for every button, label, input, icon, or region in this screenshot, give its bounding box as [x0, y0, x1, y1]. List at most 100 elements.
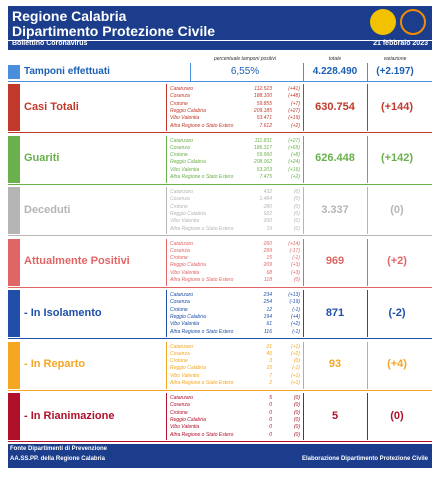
separator — [367, 187, 368, 234]
region-change: (0) — [293, 225, 300, 232]
region-value: 922 — [263, 210, 272, 217]
region-value: 116 — [264, 328, 272, 335]
region-value: 280 — [263, 203, 272, 210]
region-value: 21 — [266, 343, 272, 350]
region-value: 0 — [269, 424, 272, 431]
column-header: variazione — [383, 56, 407, 62]
separator — [8, 81, 432, 82]
bulletin: Bollettino Coronavirus — [12, 40, 88, 47]
separator — [303, 393, 304, 440]
color-bar — [8, 187, 20, 234]
region-change: (+1) — [290, 372, 300, 379]
region-name: Cosenza — [170, 144, 190, 151]
separator — [367, 63, 368, 81]
region-name: Reggio Calabria — [170, 262, 206, 269]
separator — [8, 441, 432, 442]
region-name: Vibo Valentia — [170, 321, 200, 328]
separator — [303, 341, 304, 389]
region-name: Crotone — [170, 306, 188, 313]
region-value: 53.203 — [256, 166, 272, 173]
separator — [303, 187, 304, 234]
percent: 6,55% — [230, 66, 260, 77]
footer-bar — [8, 444, 432, 468]
total: 5 — [331, 409, 339, 422]
region-value: 209 — [263, 262, 272, 269]
title: Regione Calabria — [12, 8, 127, 24]
region-name: Catanzaro — [170, 395, 194, 401]
region-name: Vibo Valentia — [170, 166, 200, 173]
region-change: (+3) — [290, 262, 300, 269]
section-label: - In Rianimazione — [24, 409, 115, 422]
region-value: 0 — [269, 431, 272, 438]
region-change: (+41) — [288, 86, 300, 92]
region-value: 0 — [269, 409, 272, 416]
region-name: Catanzaro — [170, 189, 194, 195]
separator — [303, 238, 304, 286]
region-change: (+14) — [288, 240, 300, 247]
region-value: 209.185 — [253, 107, 272, 114]
region-value: 7.475 — [259, 174, 272, 180]
region-value: 2 — [269, 380, 272, 386]
region-change: (+2) — [290, 350, 300, 357]
subheader-bar — [8, 40, 432, 50]
region-value: 260 — [263, 240, 272, 247]
region-value: 188.100 — [253, 93, 272, 100]
region-name: Cosenza — [170, 350, 190, 357]
region-name: Vibo Valentia — [170, 115, 200, 122]
region-value: 200 — [263, 218, 272, 225]
total: 4.228.490 — [312, 66, 358, 77]
region-value: 53.471 — [256, 115, 272, 122]
total: 630.754 — [315, 100, 355, 113]
footer-source: AA.SS.PP. della Regione Calabria — [10, 456, 105, 462]
color-bar — [8, 393, 20, 440]
region-change: (0) — [293, 218, 300, 225]
region-change: (0) — [293, 358, 300, 365]
section-label: - In Reparto — [24, 358, 86, 370]
region-change: (0) — [293, 189, 300, 195]
color-bar — [8, 341, 20, 389]
region-value: 59.560 — [256, 152, 272, 159]
region-name: Vibo Valentia — [170, 218, 200, 225]
separator — [367, 135, 368, 183]
region-value: 59.855 — [256, 100, 272, 107]
section-label: Deceduti — [24, 203, 71, 216]
region-value: 15 — [266, 365, 272, 372]
total: 93 — [328, 358, 342, 370]
change: (+142) — [380, 152, 414, 164]
section-label: Attualmente Positivi — [24, 255, 130, 267]
region-change: (+13) — [288, 292, 300, 298]
region-name: Crotone — [170, 203, 188, 210]
change: (+144) — [380, 100, 414, 113]
region-value: 61 — [266, 321, 272, 328]
date: 21 febbraio 2023 — [373, 40, 428, 47]
change: (-2) — [388, 306, 406, 319]
region-name: Vibo Valentia — [170, 372, 200, 379]
region-name: Vibo Valentia — [170, 424, 200, 431]
region-change: (0) — [293, 196, 300, 203]
region-name: Reggio Calabria — [170, 210, 206, 217]
region-name: Catanzaro — [170, 343, 194, 350]
region-change: (+27) — [288, 107, 300, 114]
separator — [303, 63, 304, 81]
region-name: Cosenza — [170, 196, 190, 203]
region-name: Catanzaro — [170, 137, 194, 144]
region-change: (0) — [293, 210, 300, 217]
region-name: Reggio Calabria — [170, 159, 206, 166]
region-change: (0) — [293, 424, 300, 431]
region-value: 234 — [263, 292, 272, 298]
separator — [367, 393, 368, 440]
separator — [367, 84, 368, 131]
region-name: Reggio Calabria — [170, 416, 206, 423]
column-header: totale — [328, 56, 342, 62]
region-value: 0 — [269, 402, 272, 409]
region-name: Vibo Valentia — [170, 269, 200, 276]
region-value: 118 — [264, 277, 272, 283]
region-change: (+1) — [290, 343, 300, 350]
region-change: (-1) — [292, 306, 300, 313]
total: 626.448 — [315, 152, 355, 164]
change: (0) — [390, 409, 404, 422]
separator — [8, 389, 432, 391]
separator — [8, 338, 432, 339]
change: (+2) — [387, 255, 407, 267]
